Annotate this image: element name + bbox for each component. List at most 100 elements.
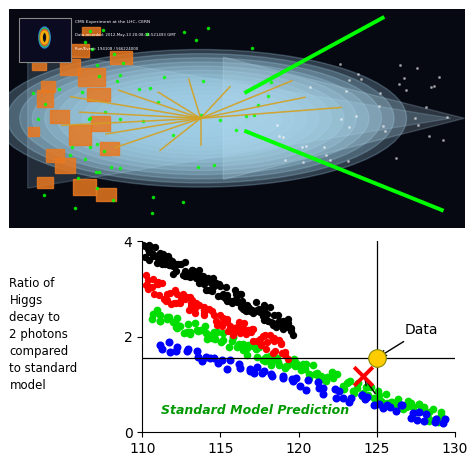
Point — [425, 132, 433, 140]
Point — [275, 317, 283, 324]
Point — [311, 371, 319, 378]
Point — [191, 268, 198, 275]
Point — [195, 266, 202, 273]
Point — [243, 345, 251, 352]
Point — [170, 299, 177, 306]
Point — [267, 79, 275, 86]
Point — [171, 261, 178, 268]
Point — [380, 122, 387, 129]
Point — [296, 382, 304, 389]
Point — [149, 310, 157, 318]
Ellipse shape — [157, 103, 244, 133]
Point — [245, 305, 253, 312]
Bar — [37, 177, 53, 188]
Point — [110, 51, 118, 58]
Point — [200, 273, 207, 280]
Point — [245, 327, 252, 334]
Point — [346, 378, 354, 385]
Point — [217, 117, 224, 124]
Point — [267, 370, 274, 378]
Point — [343, 379, 350, 386]
Point — [229, 333, 237, 340]
Point — [194, 163, 201, 171]
Ellipse shape — [145, 99, 256, 137]
Point — [179, 290, 187, 298]
Point — [337, 116, 345, 123]
Ellipse shape — [120, 91, 282, 146]
Point — [281, 364, 289, 371]
Point — [164, 315, 171, 323]
Point — [187, 273, 194, 280]
Point — [142, 254, 149, 261]
Point — [302, 386, 310, 394]
Point — [402, 403, 410, 410]
Point — [247, 328, 255, 335]
Point — [204, 274, 212, 282]
Point — [266, 353, 273, 360]
Point — [277, 340, 284, 347]
Point — [250, 337, 257, 344]
Point — [172, 260, 180, 268]
Point — [306, 83, 313, 91]
Bar — [82, 26, 100, 35]
Point — [300, 158, 307, 166]
Point — [229, 334, 237, 341]
Point — [335, 388, 342, 395]
Point — [198, 326, 205, 334]
Point — [142, 281, 150, 288]
Point — [163, 290, 170, 298]
Point — [219, 321, 226, 328]
Point — [253, 337, 261, 344]
Point — [260, 356, 267, 363]
Point — [420, 418, 428, 425]
Point — [200, 278, 207, 285]
Point — [402, 86, 410, 94]
Point — [284, 362, 292, 369]
Point — [275, 361, 283, 369]
Point — [294, 361, 302, 369]
Point — [255, 101, 262, 109]
Point — [237, 303, 245, 310]
Point — [358, 391, 366, 399]
Point — [279, 325, 287, 333]
Point — [85, 115, 93, 122]
Point — [145, 249, 153, 256]
Ellipse shape — [57, 70, 344, 167]
Point — [149, 252, 157, 259]
Point — [224, 298, 231, 305]
Point — [210, 312, 218, 319]
Point — [143, 31, 151, 38]
Point — [256, 308, 264, 316]
Point — [377, 397, 385, 404]
Point — [365, 391, 372, 399]
Point — [279, 375, 287, 382]
Point — [195, 271, 203, 278]
Point — [422, 104, 430, 111]
Point — [248, 307, 255, 314]
Point — [210, 283, 218, 290]
Point — [169, 318, 176, 325]
Text: Data recorded: 2012-May-13 20:08:14.521493 GMT: Data recorded: 2012-May-13 20:08:14.5214… — [75, 33, 176, 37]
Point — [396, 61, 403, 68]
Point — [287, 325, 295, 332]
Point — [329, 372, 337, 379]
Bar — [32, 59, 46, 70]
Point — [277, 339, 285, 346]
Ellipse shape — [95, 83, 306, 154]
Point — [86, 114, 94, 121]
Point — [224, 366, 231, 373]
Point — [149, 275, 157, 282]
Point — [146, 283, 153, 290]
Ellipse shape — [82, 79, 319, 158]
Bar — [91, 116, 109, 131]
Text: Standard Model Prediction: Standard Model Prediction — [161, 404, 349, 417]
Bar — [50, 110, 69, 123]
Point — [281, 348, 288, 355]
Point — [244, 327, 252, 334]
Point — [248, 325, 256, 333]
Point — [154, 254, 162, 261]
Point — [183, 348, 191, 355]
Point — [438, 409, 445, 416]
Point — [243, 301, 251, 308]
Point — [187, 329, 194, 336]
